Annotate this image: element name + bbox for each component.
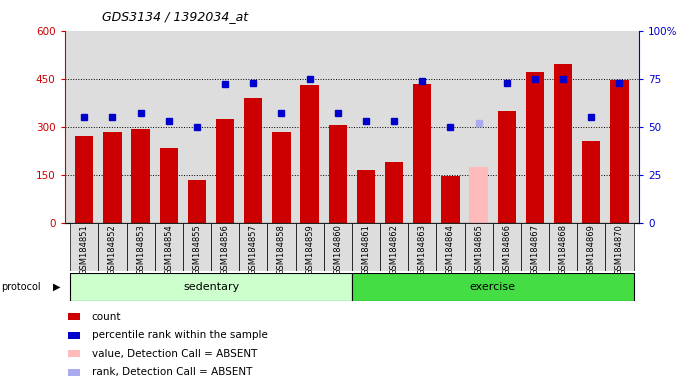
- Bar: [160, 148, 178, 223]
- Bar: [267, 223, 296, 271]
- Text: GSM184864: GSM184864: [446, 224, 455, 275]
- Text: exercise: exercise: [470, 282, 515, 292]
- Bar: [188, 180, 206, 223]
- Text: GSM184861: GSM184861: [362, 224, 371, 275]
- Bar: [216, 119, 235, 223]
- Text: count: count: [92, 312, 121, 322]
- Bar: [469, 167, 488, 223]
- Bar: [126, 223, 155, 271]
- Bar: [357, 170, 375, 223]
- Text: GSM184854: GSM184854: [165, 224, 173, 275]
- Text: GSM184855: GSM184855: [192, 224, 201, 275]
- Bar: [324, 223, 352, 271]
- Text: sedentary: sedentary: [183, 282, 239, 292]
- Bar: [183, 223, 211, 271]
- Bar: [75, 136, 93, 223]
- Text: GSM184853: GSM184853: [136, 224, 145, 275]
- Bar: [272, 132, 290, 223]
- Bar: [385, 162, 403, 223]
- Text: GDS3134 / 1392034_at: GDS3134 / 1392034_at: [102, 10, 248, 23]
- Bar: [352, 273, 634, 301]
- Bar: [70, 273, 352, 301]
- Text: GSM184865: GSM184865: [474, 224, 483, 275]
- Text: GSM184852: GSM184852: [108, 224, 117, 275]
- Text: GSM184859: GSM184859: [305, 224, 314, 275]
- Text: GSM184862: GSM184862: [390, 224, 398, 275]
- Bar: [99, 223, 126, 271]
- Text: GSM184863: GSM184863: [418, 224, 427, 275]
- Text: GSM184856: GSM184856: [220, 224, 230, 275]
- Bar: [526, 72, 544, 223]
- Bar: [131, 129, 150, 223]
- Text: ▶: ▶: [53, 282, 61, 292]
- Bar: [239, 223, 267, 271]
- Bar: [155, 223, 183, 271]
- Bar: [244, 98, 262, 223]
- Bar: [498, 111, 516, 223]
- Text: GSM184869: GSM184869: [587, 224, 596, 275]
- Bar: [328, 125, 347, 223]
- Bar: [464, 223, 493, 271]
- Text: GSM184851: GSM184851: [80, 224, 89, 275]
- Bar: [70, 223, 99, 271]
- Bar: [413, 84, 432, 223]
- Text: GSM184860: GSM184860: [333, 224, 342, 275]
- Bar: [554, 65, 573, 223]
- Text: GSM184866: GSM184866: [503, 224, 511, 275]
- Bar: [605, 223, 634, 271]
- Bar: [441, 176, 460, 223]
- Text: protocol: protocol: [1, 282, 40, 292]
- Bar: [103, 131, 122, 223]
- Bar: [352, 223, 380, 271]
- Bar: [521, 223, 549, 271]
- Bar: [301, 85, 319, 223]
- Bar: [211, 223, 239, 271]
- Bar: [611, 80, 628, 223]
- Text: rank, Detection Call = ABSENT: rank, Detection Call = ABSENT: [92, 367, 252, 377]
- Bar: [549, 223, 577, 271]
- Bar: [380, 223, 408, 271]
- Bar: [296, 223, 324, 271]
- Text: value, Detection Call = ABSENT: value, Detection Call = ABSENT: [92, 349, 257, 359]
- Bar: [493, 223, 521, 271]
- Bar: [437, 223, 464, 271]
- Text: GSM184870: GSM184870: [615, 224, 624, 275]
- Bar: [577, 223, 605, 271]
- Text: percentile rank within the sample: percentile rank within the sample: [92, 330, 268, 340]
- Text: GSM184858: GSM184858: [277, 224, 286, 275]
- Text: GSM184857: GSM184857: [249, 224, 258, 275]
- Text: GSM184867: GSM184867: [530, 224, 539, 275]
- Bar: [582, 141, 600, 223]
- Bar: [408, 223, 437, 271]
- Text: GSM184868: GSM184868: [559, 224, 568, 275]
